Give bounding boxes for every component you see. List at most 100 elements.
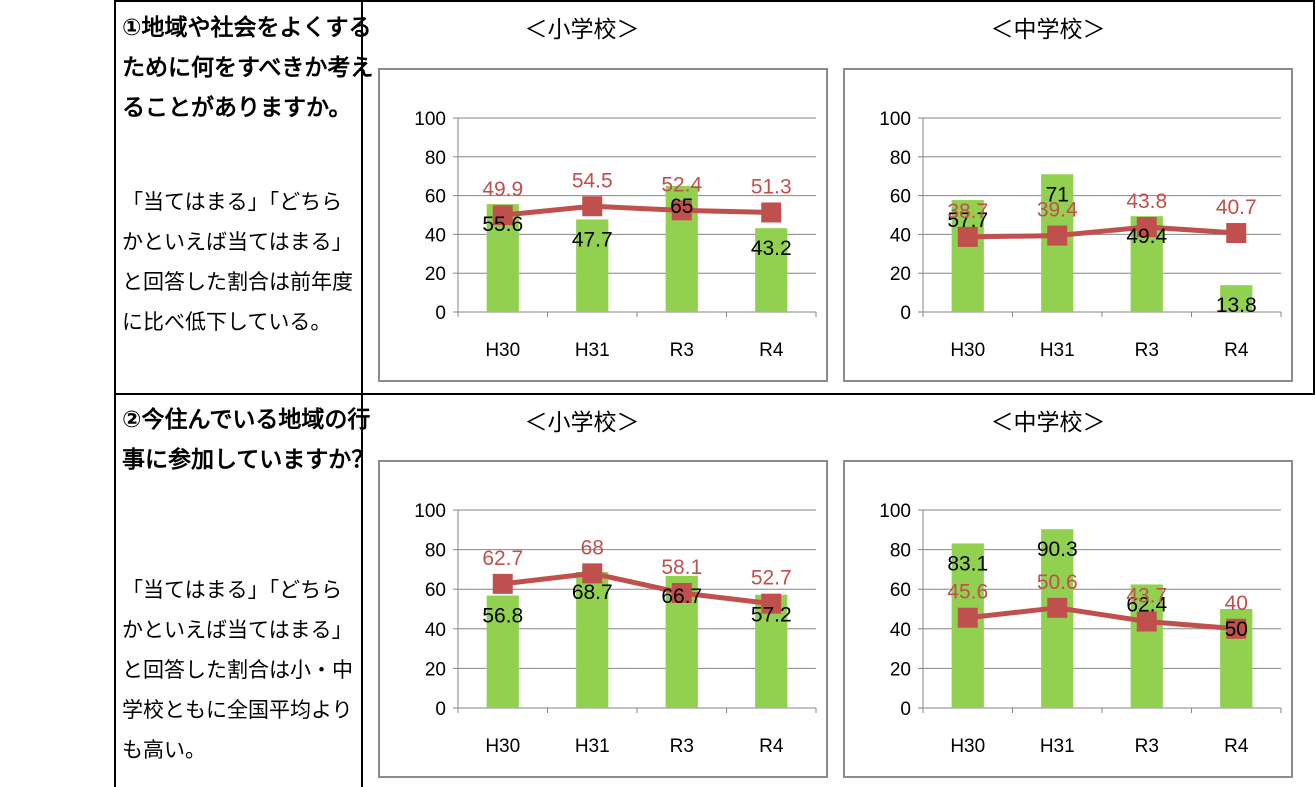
line-marker — [582, 196, 603, 217]
line-data-label: 43.7 — [1126, 584, 1167, 607]
x-tick-label: R3 — [670, 736, 694, 757]
bar — [951, 200, 984, 312]
x-tick-label: H31 — [575, 736, 610, 757]
description-2-line: も高い。 — [122, 738, 206, 762]
bar — [576, 571, 609, 708]
question-2-line: 事に参加していますか？ — [122, 447, 375, 473]
bar-data-label: 55.6 — [482, 213, 523, 236]
bar-data-label: 68.7 — [572, 581, 613, 604]
line-data-label: 39.4 — [1037, 199, 1078, 222]
line-data-label: 51.3 — [751, 175, 792, 198]
y-tick-label: 20 — [890, 659, 911, 680]
elementary-heading-1: ＜小学校＞ — [524, 17, 640, 43]
line-data-label: 43.8 — [1126, 190, 1167, 213]
question-2-line: ②今住んでいる地域の行 — [122, 407, 371, 433]
x-tick-label: R3 — [1135, 736, 1159, 757]
line-data-label: 40 — [1225, 592, 1248, 615]
junior-high-heading-1: ＜中学校＞ — [990, 17, 1106, 43]
x-tick-label: H31 — [1040, 340, 1075, 361]
question-2: ②今住んでいる地域の行 事に参加していますか？ — [122, 400, 374, 480]
description-1: 「当てはまる」「どちら かといえば当てはまる」 と回答した割合は前年度 に比べ低… — [122, 182, 353, 342]
y-tick-label: 60 — [890, 187, 911, 208]
bar-data-label: 83.1 — [947, 552, 988, 575]
bar-data-label: 47.7 — [572, 228, 613, 251]
line-marker — [761, 202, 782, 223]
bar-data-label: 50 — [1225, 618, 1248, 641]
chart-1-elementary: 0 20 40 60 80 100 H30 H31 R3 R4 55.6 47.7 65 43.2 49.9… — [378, 68, 828, 382]
line-data-label: 68 — [581, 536, 604, 559]
bar-data-label: 62.4 — [1126, 593, 1167, 616]
line-data-label: 49.9 — [482, 178, 523, 201]
question-1: ①地域や社会をよくする ために何をすべきか考え ることがありますか。 — [122, 8, 373, 128]
question-1-line: ために何をすべきか考え — [122, 55, 374, 81]
bar-data-label: 57.7 — [947, 209, 988, 232]
line-marker — [1136, 217, 1157, 238]
x-tick-label: H31 — [575, 340, 610, 361]
x-tick-label: R3 — [670, 340, 694, 361]
y-tick-label: 100 — [879, 109, 911, 130]
chart-svg: 0 20 40 60 80 100 H30 H31 R3 R4 83.1 90.3 62.4 50 45.6… — [879, 501, 1282, 757]
line-marker — [1047, 225, 1068, 246]
line-marker — [492, 573, 513, 594]
y-tick-label: 0 — [435, 303, 446, 324]
x-tick-label: H30 — [950, 340, 985, 361]
y-tick-label: 20 — [425, 264, 446, 285]
x-tick-label: R4 — [1224, 736, 1249, 757]
y-tick-label: 80 — [425, 541, 446, 562]
line-series — [502, 203, 772, 218]
line-marker — [761, 593, 782, 614]
bar — [755, 228, 788, 312]
bar-data-label: 13.8 — [1216, 294, 1257, 317]
y-tick-label: 0 — [435, 699, 446, 720]
y-tick-label: 60 — [425, 187, 446, 208]
y-tick-label: 40 — [890, 225, 911, 246]
chart-2-junior-high: 0 20 40 60 80 100 H30 H31 R3 R4 83.1 90.3 62.4 50 45.6… — [843, 460, 1293, 778]
line-data-label: 58.1 — [661, 556, 702, 579]
y-tick-label: 20 — [425, 659, 446, 680]
y-tick-label: 100 — [879, 501, 911, 522]
bar — [1041, 529, 1074, 708]
bar-data-label: 43.2 — [751, 237, 792, 260]
y-tick-label: 100 — [414, 109, 446, 130]
description-1-line: と回答した割合は前年度 — [122, 270, 353, 294]
bar-data-label: 57.2 — [751, 604, 792, 627]
x-tick-label: H30 — [485, 736, 520, 757]
y-tick-label: 60 — [425, 580, 446, 601]
elementary-heading-2: ＜小学校＞ — [524, 410, 640, 436]
description-1-line: に比べ低下している。 — [122, 310, 332, 334]
line-data-label: 38.7 — [947, 200, 988, 223]
line-data-label: 62.7 — [482, 547, 523, 570]
line-marker — [1047, 597, 1068, 618]
line-data-label: 52.7 — [751, 567, 792, 590]
y-tick-label: 0 — [900, 303, 911, 324]
y-tick-label: 80 — [425, 148, 446, 169]
line-marker — [582, 563, 603, 584]
line-series — [967, 224, 1237, 240]
description-1-line: かといえば当てはまる」 — [122, 230, 353, 254]
bar-data-label: 90.3 — [1037, 538, 1078, 561]
bar — [576, 219, 609, 312]
line-marker — [1226, 223, 1247, 244]
chart-1-junior-high: 0 20 40 60 80 100 H30 H31 R3 R4 57.7 71 49.4 13.8 38.7… — [843, 68, 1293, 382]
chart-svg: 0 20 40 60 80 100 H30 H31 R3 R4 56.8 68.7 66.7 57.2 62… — [414, 501, 817, 757]
y-tick-label: 100 — [414, 501, 446, 522]
x-tick-label: R4 — [759, 340, 784, 361]
line-marker — [957, 226, 978, 247]
bar — [486, 595, 519, 708]
description-2-line: かといえば当てはまる」 — [122, 618, 353, 642]
y-tick-label: 40 — [425, 620, 446, 641]
line-series — [502, 570, 772, 607]
line-data-label: 45.6 — [947, 581, 988, 604]
table-border-right — [1313, 0, 1315, 394]
line-marker — [671, 582, 692, 603]
y-tick-label: 40 — [890, 620, 911, 641]
description-2-line: 学校ともに全国平均より — [122, 698, 353, 722]
description-2-line: と回答した割合は小・中 — [122, 658, 353, 682]
line-marker — [1136, 611, 1157, 632]
chart-svg: 0 20 40 60 80 100 H30 H31 R3 R4 55.6 47.7 65 43.2 49.9… — [414, 109, 817, 361]
question-1-line: ①地域や社会をよくする — [122, 15, 372, 41]
line-series — [967, 605, 1237, 632]
line-marker — [957, 607, 978, 628]
line-data-label: 54.5 — [572, 169, 613, 192]
table-row-divider — [114, 393, 1315, 395]
